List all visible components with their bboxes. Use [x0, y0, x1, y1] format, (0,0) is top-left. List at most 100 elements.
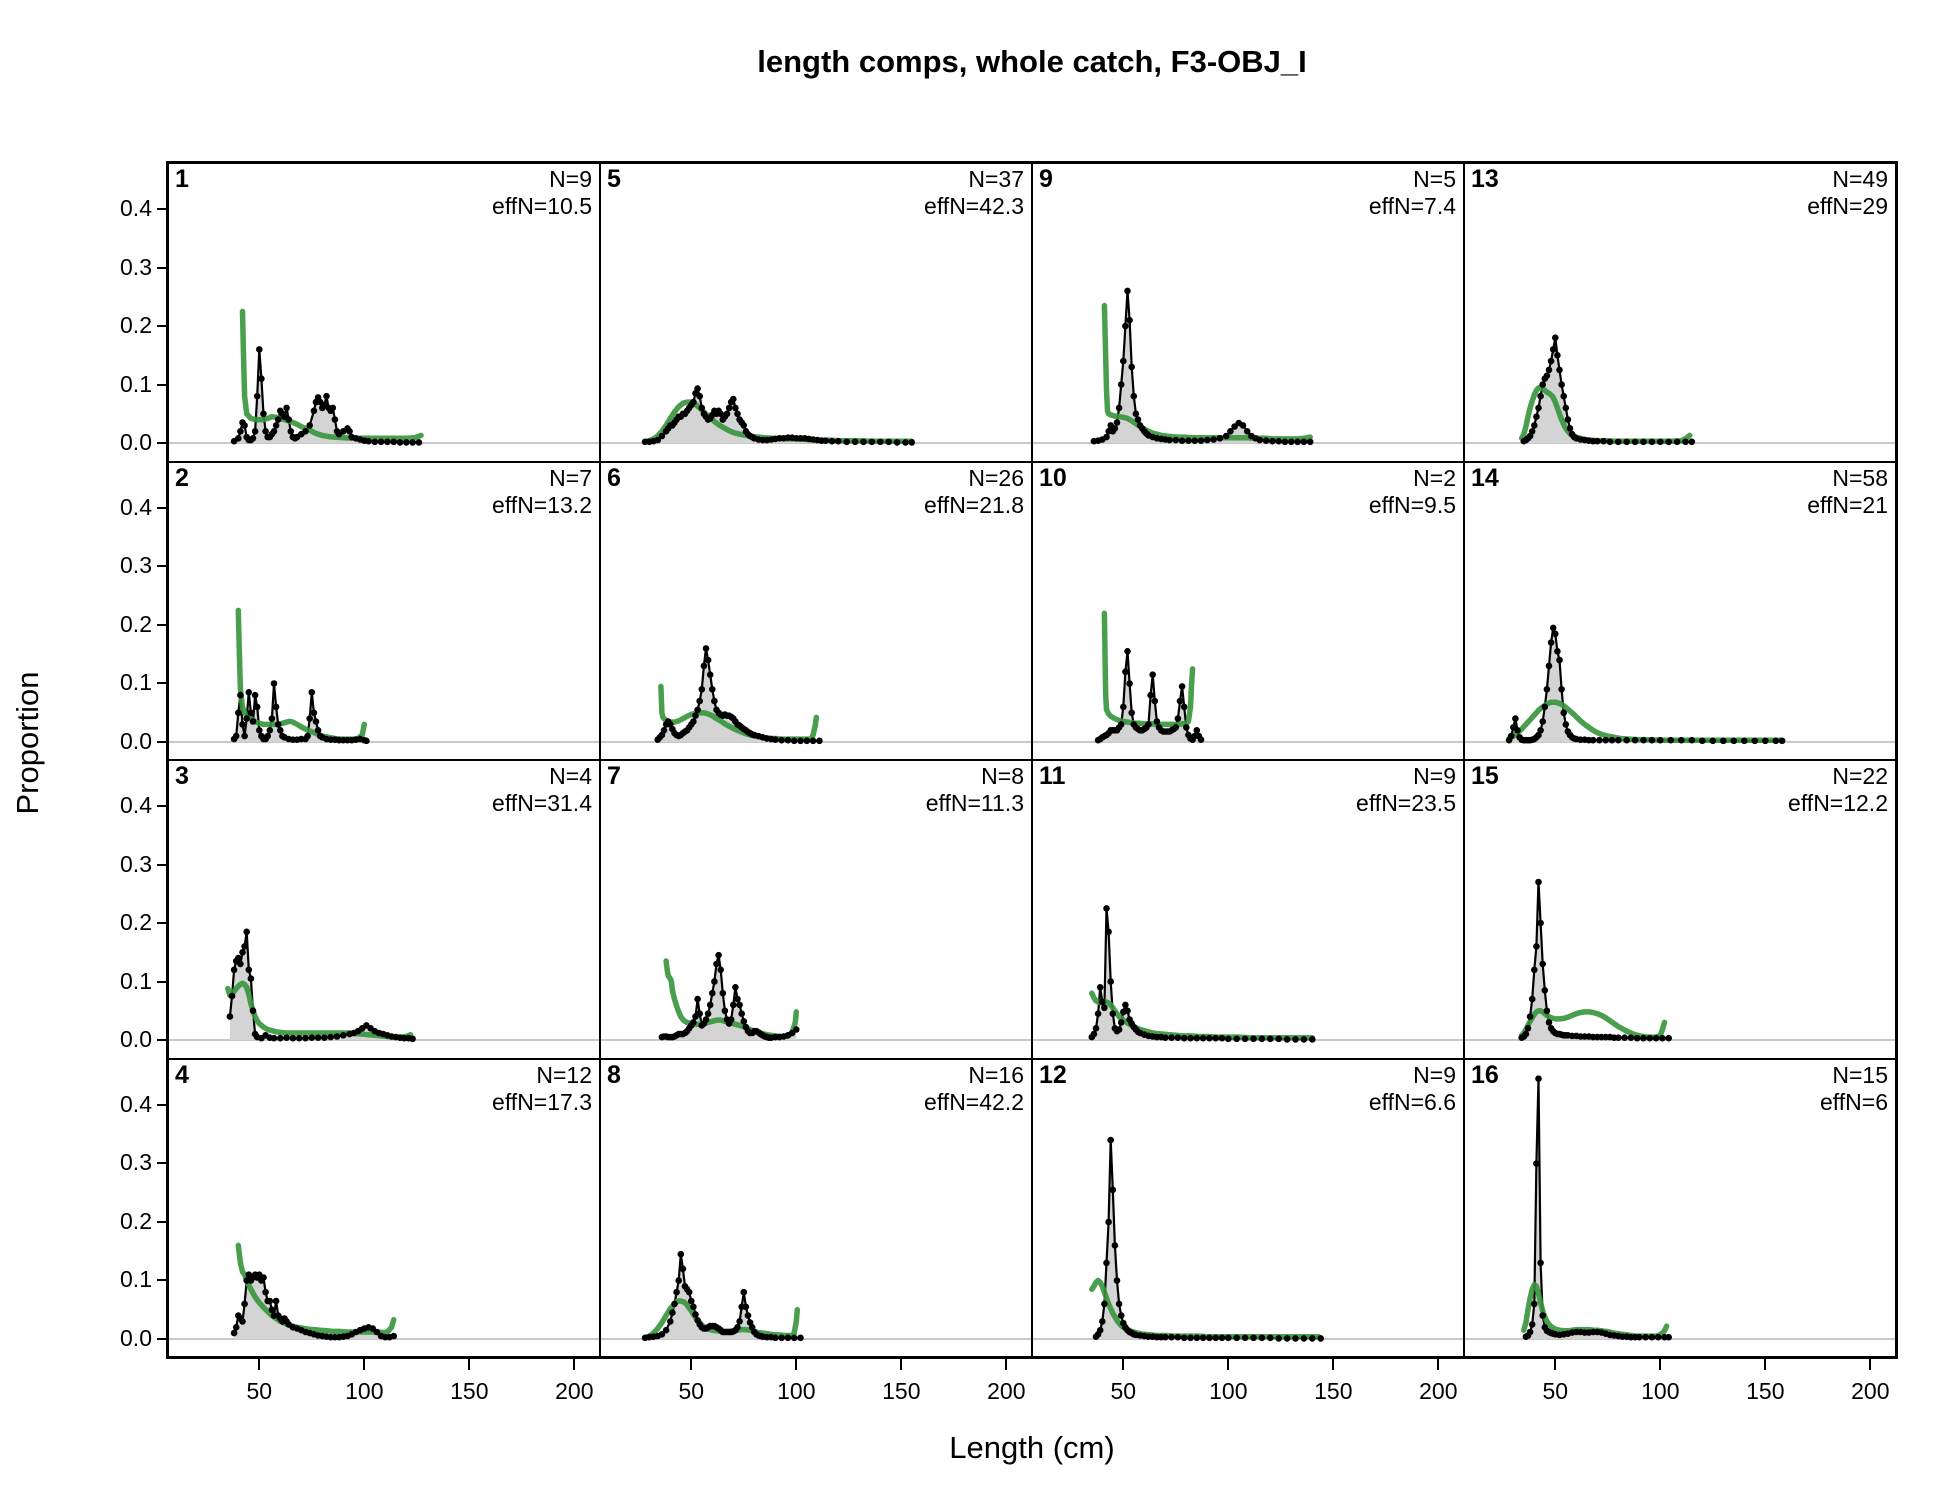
- y-tick-mark: [157, 208, 168, 210]
- observed-point: [790, 737, 798, 744]
- observed-point: [1250, 1334, 1257, 1341]
- observed-point: [1105, 1218, 1112, 1225]
- observed-point: [1096, 984, 1104, 991]
- observed-point: [696, 392, 703, 400]
- observed-point: [1124, 287, 1131, 295]
- observed-point: [1115, 1300, 1123, 1307]
- observed-point: [1539, 717, 1546, 725]
- observed-point: [1111, 425, 1119, 432]
- panel-3: 3 N=4 effN=31.4: [169, 761, 599, 1058]
- panel-6: 6 N=26 effN=21.8: [601, 462, 1031, 759]
- y-tick-mark: [157, 565, 168, 567]
- observed-point: [1109, 1186, 1117, 1193]
- observed-point: [1300, 1334, 1308, 1342]
- panel-11: 11 N=9 effN=23.5: [1033, 761, 1463, 1058]
- panel-number: 1: [175, 165, 189, 193]
- observed-point: [1126, 679, 1133, 687]
- observed-point: [251, 428, 259, 435]
- observed-point: [1623, 438, 1630, 446]
- observed-point: [1269, 437, 1276, 445]
- y-tick-mark: [157, 442, 168, 444]
- observed-point: [243, 928, 250, 936]
- observed-point: [1103, 433, 1110, 441]
- observed-point: [1218, 1034, 1226, 1042]
- observed-point: [289, 1034, 297, 1042]
- observed-point: [727, 1016, 735, 1023]
- observed-point: [1606, 438, 1614, 446]
- observed-point: [1162, 1333, 1169, 1340]
- observed-point: [1239, 422, 1247, 429]
- observed-point: [679, 1265, 687, 1272]
- panel-stats: N=8 effN=11.3: [926, 763, 1024, 817]
- observed-point: [797, 1334, 804, 1341]
- observed-point: [365, 437, 372, 445]
- observed-point: [662, 1326, 670, 1333]
- observed-area: [661, 955, 797, 1040]
- panel-stats: N=49 effN=29: [1807, 166, 1888, 220]
- observed-point: [1640, 438, 1647, 446]
- panel-number: 4: [175, 1060, 189, 1089]
- observed-point: [1197, 735, 1205, 743]
- observed-point: [690, 717, 697, 725]
- observed-point: [673, 1288, 680, 1295]
- observed-point: [262, 428, 269, 435]
- panel-plot: [169, 607, 599, 744]
- panel-plot: [1033, 905, 1463, 1043]
- panel-stats: N=15 effN=6: [1820, 1062, 1888, 1116]
- sample-size-label: N=37: [968, 166, 1024, 192]
- observed-point: [1545, 1019, 1553, 1026]
- x-tick-label: 50: [1110, 1378, 1137, 1404]
- observed-point: [310, 709, 318, 716]
- panel-14: 14 N=58 effN=21: [1465, 462, 1895, 759]
- observed-point: [1267, 1334, 1274, 1341]
- observed-point: [908, 439, 916, 446]
- x-tick-label: 200: [1419, 1378, 1458, 1404]
- observed-area: [1096, 1139, 1321, 1339]
- observed-point: [1730, 737, 1738, 744]
- x-tick-mark: [1437, 1358, 1440, 1370]
- observed-point: [256, 346, 263, 353]
- panel-plot: [169, 1242, 599, 1340]
- observed-point: [698, 685, 706, 693]
- observed-point: [1294, 438, 1301, 446]
- expected-line: [235, 607, 368, 742]
- observed-point: [230, 966, 238, 974]
- observed-point: [1094, 1010, 1102, 1017]
- observed-point: [1558, 381, 1565, 388]
- x-tick-mark: [1659, 1358, 1662, 1370]
- observed-point: [308, 688, 316, 696]
- observed-point: [1275, 437, 1282, 445]
- x-tick-label: 150: [450, 1378, 489, 1404]
- observed-point: [1105, 928, 1112, 936]
- panel-9: 9 N=5 effN=7.4: [1033, 164, 1463, 461]
- observed-point: [1537, 919, 1544, 927]
- observed-point: [272, 422, 280, 429]
- y-tick-label: 0.0: [120, 727, 152, 754]
- panel-number: 9: [1039, 165, 1053, 193]
- observed-point: [1528, 1320, 1536, 1328]
- observed-point: [1621, 1034, 1628, 1041]
- observed-point: [256, 726, 263, 734]
- observed-point: [1233, 1334, 1240, 1341]
- expected-line: [239, 308, 424, 442]
- observed-point: [270, 428, 278, 435]
- panel-number: 5: [607, 165, 621, 193]
- observed-point: [1547, 638, 1555, 646]
- observed-point: [1243, 428, 1251, 435]
- panel-stats: N=12 effN=17.3: [492, 1062, 592, 1116]
- observed-point: [1122, 322, 1129, 330]
- observed-point: [1545, 662, 1553, 669]
- panel-number: 10: [1039, 463, 1067, 492]
- observed-point: [264, 732, 271, 739]
- observed-point: [241, 1300, 248, 1307]
- observed-point: [373, 1328, 381, 1335]
- observed-point: [784, 1334, 792, 1341]
- x-tick-mark: [1122, 1358, 1125, 1370]
- observed-point: [1533, 413, 1540, 420]
- observed-point: [1218, 1334, 1226, 1341]
- observed-point: [711, 697, 718, 704]
- observed-point: [1699, 737, 1706, 744]
- observed-point: [1180, 1034, 1188, 1042]
- observed-point: [1288, 438, 1295, 446]
- observed-point: [1187, 1334, 1194, 1341]
